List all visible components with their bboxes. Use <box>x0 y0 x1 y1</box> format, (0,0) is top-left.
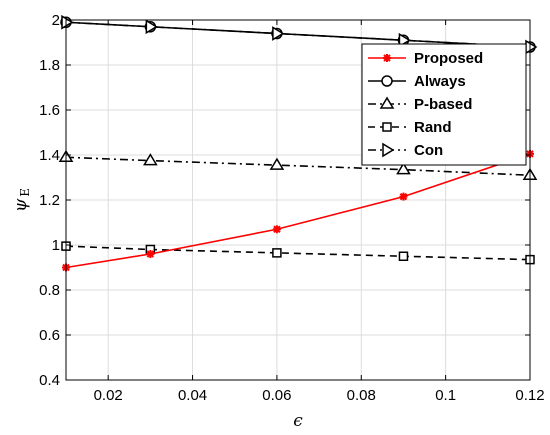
series-con <box>61 14 538 55</box>
x-tick-label: 0.02 <box>94 387 123 404</box>
x-tick-label: 0.08 <box>347 387 376 404</box>
legend: Proposed Always P-based Rand Con <box>361 43 527 166</box>
y-tick-label: 0.6 <box>39 327 60 344</box>
data-point <box>145 19 158 35</box>
series-line <box>65 21 531 48</box>
legend-entry: Rand <box>368 119 452 136</box>
legend-marker <box>382 122 392 132</box>
legend-marker <box>383 54 391 62</box>
y-axis-label: ψE <box>11 188 32 212</box>
marker-stroke <box>146 250 155 258</box>
y-tick-label: 1.8 <box>39 57 60 74</box>
legend-entry: Con <box>368 142 443 159</box>
x-axis-label: ϵ <box>293 411 303 431</box>
y-axis-label-sub: E <box>18 188 32 197</box>
data-point <box>61 14 74 30</box>
series-line <box>65 245 531 261</box>
legend-label: Rand <box>414 119 452 136</box>
marker-stroke <box>273 225 281 233</box>
data-point <box>396 162 411 175</box>
marker-stroke <box>399 192 408 201</box>
data-point <box>272 248 282 258</box>
x-tick-label: 0.06 <box>262 387 291 404</box>
y-tick-label: 0.8 <box>39 282 60 299</box>
data-point <box>272 26 285 41</box>
legend-entry: P-based <box>368 96 472 113</box>
legend-entry: Always <box>368 73 466 90</box>
legend-label: Con <box>414 142 443 159</box>
legend-label: P-based <box>414 96 472 113</box>
x-tick-label: 0.12 <box>515 387 544 404</box>
legend-marker <box>379 96 395 109</box>
legend-label: Always <box>414 73 466 90</box>
data-point <box>399 192 408 201</box>
data-point <box>143 153 158 166</box>
y-tick-label: 1.2 <box>39 192 60 209</box>
data-point <box>269 157 285 170</box>
y-tick-label: 1.4 <box>39 147 60 164</box>
legend-entry: Proposed <box>368 50 483 67</box>
data-point <box>398 251 409 261</box>
legend-marker <box>382 142 395 158</box>
y-tick-label: 1.6 <box>39 102 60 119</box>
series-line <box>65 153 531 269</box>
y-axis-label-main: ψ <box>11 198 31 212</box>
x-tick-label: 0.1 <box>435 387 456 404</box>
tick-layer: 0.02 0.04 0.06 0.08 0.1 0.12 0.4 0.6 0.8 1 1.2 1.4 1… <box>39 12 544 404</box>
marker-stroke <box>383 54 391 62</box>
data-point <box>398 32 411 48</box>
legend-marker <box>381 75 393 87</box>
y-tick-label: 1 <box>52 237 60 254</box>
data-point <box>272 225 281 234</box>
legend-label: Proposed <box>414 50 483 67</box>
x-tick-label: 0.04 <box>178 387 207 404</box>
axis-labels: ϵ ψE <box>11 188 303 431</box>
data-point <box>146 250 155 258</box>
y-tick-label: 2 <box>52 12 60 29</box>
y-tick-label: 0.4 <box>39 372 60 389</box>
